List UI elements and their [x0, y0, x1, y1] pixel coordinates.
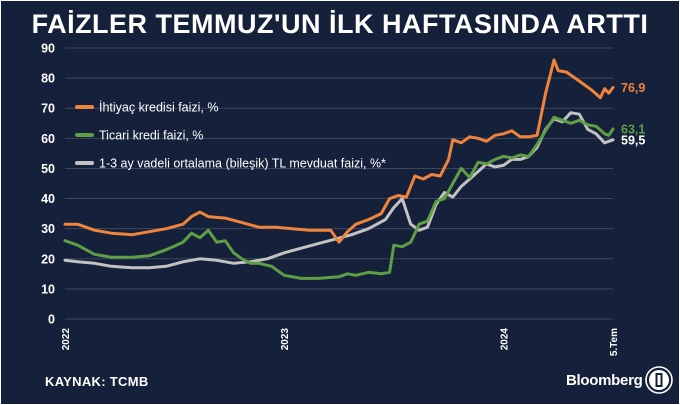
y-tick-label: 80 — [41, 72, 55, 86]
x-tick-label: 2023 — [280, 328, 291, 351]
y-tick-label: 60 — [41, 132, 55, 146]
legend-label: 1-3 ay vadeli ortalama (bileşik) TL mevd… — [99, 157, 386, 171]
x-tick-label: 2022 — [61, 328, 72, 351]
series-end-label: 59,5 — [621, 133, 645, 147]
y-tick-label: 90 — [41, 42, 55, 56]
brand-wordmark: Bloomberg — [566, 372, 643, 389]
x-tick-label: 2024 — [499, 328, 510, 351]
y-tick-label: 10 — [41, 282, 55, 296]
series-line — [63, 115, 615, 280]
source-label: KAYNAK: TCMB — [45, 374, 149, 389]
y-tick-label: 70 — [41, 102, 55, 116]
y-tick-label: 20 — [41, 252, 55, 266]
y-tick-label: 0 — [48, 313, 55, 327]
legend-label: Ticari kredi faizi, % — [99, 129, 203, 143]
series-line — [63, 58, 615, 244]
y-tick-label: 50 — [41, 162, 55, 176]
chart-title: FAİZLER TEMMUZ'UN İLK HAFTASINDA ARTTI — [31, 9, 649, 39]
x-tick-label: 5.Tem — [609, 328, 620, 356]
y-tick-label: 30 — [41, 222, 55, 236]
y-tick-label: 40 — [41, 192, 55, 206]
bloomberg-ht-logo — [645, 366, 673, 394]
series-end-label: 63,1 — [621, 122, 645, 136]
legend-label: İhtiyaç kredisi faizi, % — [99, 101, 218, 115]
series-end-label: 76,9 — [621, 81, 645, 95]
